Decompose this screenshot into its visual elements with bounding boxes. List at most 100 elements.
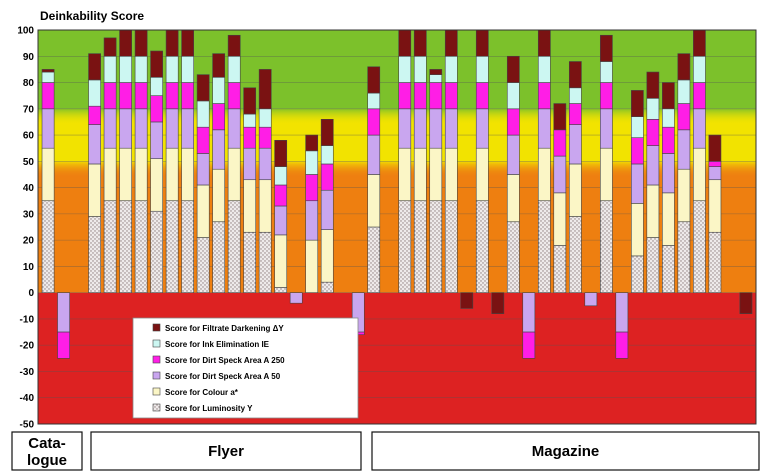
bar-segment [506,174,520,223]
bar-segment [134,55,148,83]
bar-segment [708,161,722,167]
bar-segment [662,153,675,194]
legend-label: Score for Colour a* [165,388,239,397]
bar-segment [367,92,381,110]
bar-segment [196,184,210,238]
bar-segment [165,55,179,83]
bar-segment [444,200,458,293]
bar-segment [475,55,489,83]
legend-label: Score for Dirt Speck Area A 250 [165,356,285,365]
bar-segment [181,29,195,57]
bar-segment [274,184,288,207]
bar-segment [305,239,319,293]
bar-segment [662,82,675,110]
legend-label: Score for Ink Elimination IE [165,340,270,349]
bar-segment [305,174,319,202]
bar-segment [258,108,272,128]
y-tick-label: 80 [23,78,35,89]
bar-segment [258,147,272,181]
bar-segment [119,82,132,110]
bar-segment [677,168,691,223]
bar-segment [181,108,195,149]
bar-segment [165,29,179,57]
bar-segment [398,82,412,110]
bar-segment [506,108,520,136]
bar-segment [444,147,458,202]
bar-segment [708,231,722,293]
bar-segment [708,134,722,162]
y-tick-label: 50 [23,157,35,168]
bar-segment [739,292,753,314]
bar-segment [88,105,101,125]
bar-segment [243,113,257,128]
group-box [90,431,362,471]
bar-segment [274,166,288,186]
bar-segment [367,174,381,228]
bar-segment [103,82,117,110]
y-tick-label: -50 [20,420,35,431]
y-tick-label: 90 [23,52,35,63]
bar-segment [103,200,117,293]
bar-segment [506,221,520,293]
bar-segment [41,147,55,202]
bar-segment [599,61,613,83]
bar-segment [243,147,257,181]
bar-segment [212,221,226,293]
bar-segment [599,200,613,293]
bar-segment [134,200,148,293]
bar-segment [41,108,55,149]
bar-segment [646,184,660,238]
bar-segment [568,103,582,125]
bar-segment [181,82,195,110]
y-tick-label: 20 [23,236,35,247]
group-label: Flyer [208,443,244,460]
bar-segment [646,145,660,186]
y-axis-title: Deinkability Score [40,9,144,23]
bar-segment [150,76,163,96]
bar-segment [522,331,536,359]
bar-segment [631,116,644,138]
bar-segment [41,200,55,293]
bar-segment [568,61,582,89]
bar-segment [429,69,443,75]
legend-label: Score for Luminosity Y [165,404,253,413]
bar-segment [367,108,381,136]
bar-segment [398,108,412,149]
bar-segment [631,90,644,117]
bar-segment [212,168,226,223]
y-tick-label: -10 [20,314,35,325]
bar-segment [196,126,210,154]
plot-border [37,29,757,425]
bar-segment [212,76,226,104]
bar-segment [506,82,520,110]
bar-segment [119,29,132,57]
bar-segment [475,200,489,293]
bar-segment [662,192,675,246]
bar-segment [196,237,210,293]
y-tick-label: -40 [20,393,35,404]
bar-segment [212,129,226,170]
bar-segment [646,71,660,99]
bar-segment [196,153,210,186]
bar-segment [615,331,629,359]
legend-swatch [152,371,161,380]
bar-segment [584,292,598,307]
bar-segment [429,82,443,110]
bar-segment [677,53,691,81]
legend-box [132,317,359,419]
bar-segment [181,55,195,83]
legend-swatch [152,387,161,396]
bar-segment [119,147,132,202]
bar-segment [631,163,644,204]
bar-segment [475,147,489,202]
bar-segment [258,126,272,149]
bar-segment [444,29,458,57]
bar-segment [134,82,148,110]
group-label: logue [27,452,67,469]
legend-label: Score for Dirt Speck Area A 50 [165,372,281,381]
bar-segment [274,140,288,167]
bar-segment [150,50,163,78]
bar-segment [227,34,241,57]
bar-segment [398,55,412,83]
bar-segment [413,82,427,110]
